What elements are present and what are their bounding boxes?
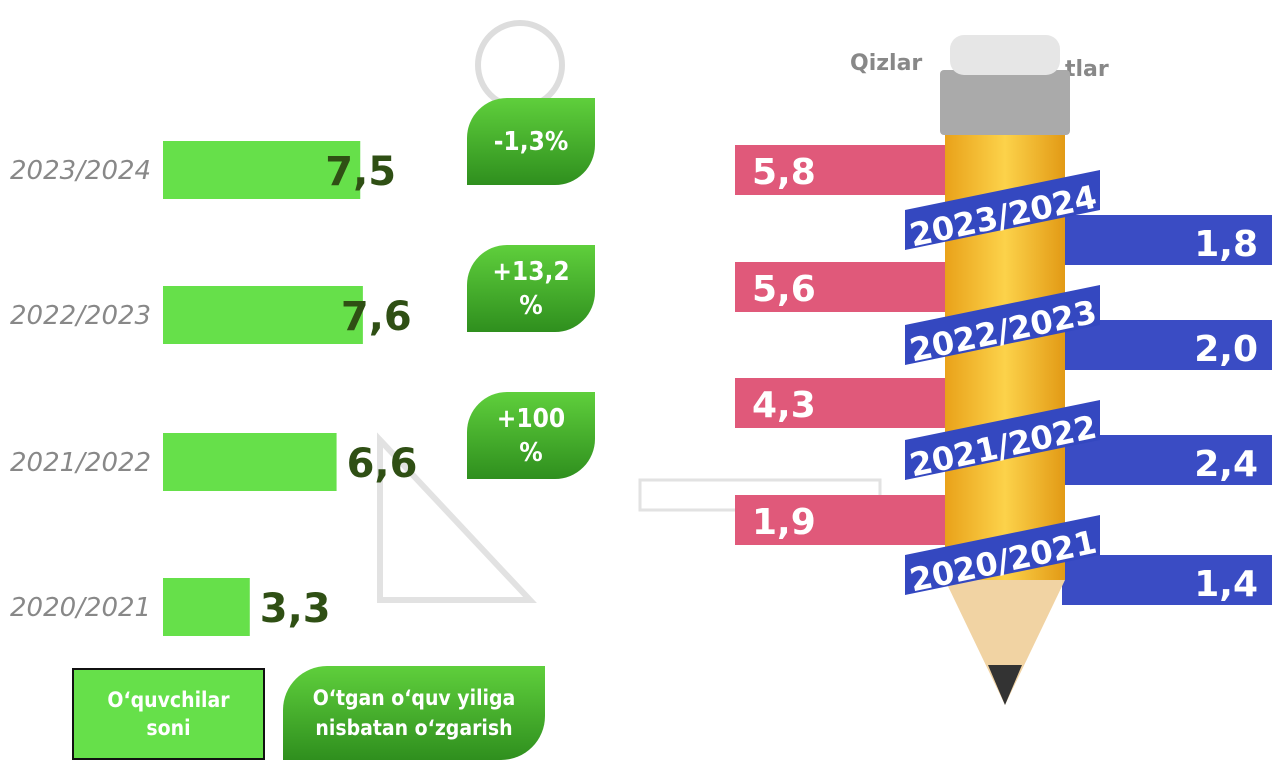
ribbon: [905, 515, 1100, 595]
bar: [163, 578, 250, 636]
data-label: 1,4: [1194, 564, 1258, 605]
y-tick-label: 2020/2021: [10, 593, 151, 623]
change-badge: -1,3%: [467, 98, 595, 185]
legend-item: O‘tgan o‘quv yiliga nisbatan o‘zgarish: [283, 666, 545, 760]
data-label: 1,9: [752, 502, 816, 543]
ribbon: [905, 400, 1100, 480]
bar: [1062, 215, 1272, 265]
data-label: 6,6: [347, 441, 418, 487]
bar: [735, 495, 950, 545]
decor-triangle: [377, 432, 537, 603]
bar: [163, 286, 363, 344]
y-tick-label: 2023/2024: [10, 156, 151, 186]
data-label: 2,0: [1194, 329, 1258, 370]
y-tick-label: 2021/2022: [10, 448, 151, 478]
legend-item: O‘quvchilar soni: [72, 668, 265, 760]
ribbon: [905, 170, 1100, 250]
bar: [735, 145, 950, 195]
pencil-tip: [945, 580, 1065, 705]
bar: [163, 141, 361, 199]
y-tick-label: 2022/2023: [10, 301, 151, 331]
data-label: 4,3: [752, 385, 816, 426]
bar: [1062, 555, 1272, 605]
data-label: 2,4: [1194, 444, 1258, 485]
pencil-eraser: [950, 35, 1060, 75]
bar: [1062, 435, 1272, 485]
legend-label: Qizlar: [850, 51, 922, 76]
bar: [1062, 320, 1272, 370]
bar: [735, 378, 950, 428]
data-label: 7,6: [341, 294, 412, 340]
data-label: 3,3: [260, 586, 331, 632]
data-label: 5,8: [752, 152, 816, 193]
data-label: 1,8: [1194, 224, 1258, 265]
data-label: 7,5: [325, 149, 396, 195]
pencil-lead: [988, 665, 1022, 705]
ribbon: [905, 285, 1100, 365]
decor-clock: [475, 20, 565, 110]
data-label: 5,6: [752, 269, 816, 310]
pencil-ferrule: [940, 70, 1070, 135]
bar: [735, 262, 950, 312]
bar: [163, 433, 337, 491]
change-badge: +100 %: [467, 392, 595, 479]
change-badge: +13,2 %: [467, 245, 595, 332]
legend-label: tlar: [1065, 57, 1109, 82]
